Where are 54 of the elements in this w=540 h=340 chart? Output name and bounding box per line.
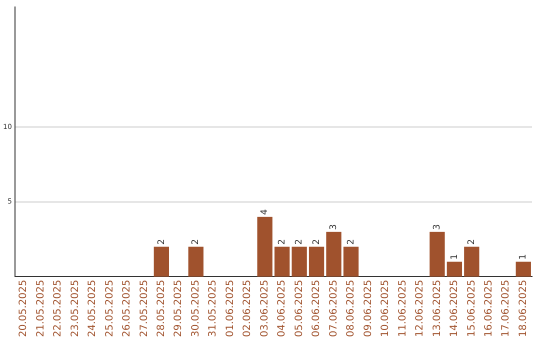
x-tick-label: 09.06.2025 bbox=[362, 280, 374, 338]
data-label: 3 bbox=[329, 224, 340, 230]
data-label: 2 bbox=[277, 239, 288, 245]
data-label: 3 bbox=[432, 224, 443, 230]
bar bbox=[516, 262, 531, 277]
bar bbox=[430, 232, 445, 277]
x-tick-label: 16.06.2025 bbox=[484, 280, 495, 338]
x-tick-label: 27.05.2025 bbox=[138, 280, 150, 338]
data-label: 4 bbox=[260, 208, 270, 215]
data-label: 2 bbox=[346, 239, 356, 245]
x-tick-label: 06.06.2025 bbox=[311, 280, 322, 338]
x-tick-label: 21.05.2025 bbox=[35, 280, 46, 338]
data-label: 2 bbox=[156, 239, 167, 245]
bar bbox=[274, 246, 290, 277]
data-label: 2 bbox=[191, 239, 202, 245]
data-label: 1 bbox=[518, 254, 529, 260]
x-tick-label: 12.06.2025 bbox=[414, 280, 426, 338]
x-tick-label: 17.06.2025 bbox=[500, 280, 512, 338]
bar bbox=[326, 232, 342, 277]
x-tick-label: 11.06.2025 bbox=[397, 280, 408, 338]
x-tick-label: 25.05.2025 bbox=[104, 280, 116, 338]
x-tick-label: 15.06.2025 bbox=[466, 280, 478, 338]
x-tick-label: 14.06.2025 bbox=[449, 280, 460, 338]
x-tick-label: 28.05.2025 bbox=[156, 280, 168, 338]
x-tick-label: 04.06.2025 bbox=[276, 280, 288, 338]
bar bbox=[188, 246, 204, 277]
x-tick-label: 18.06.2025 bbox=[518, 280, 529, 338]
x-tick-label: 08.06.2025 bbox=[346, 280, 357, 338]
x-tick-label: 07.06.2025 bbox=[328, 280, 340, 338]
bar bbox=[308, 246, 324, 277]
bar bbox=[257, 216, 272, 277]
data-label: 2 bbox=[294, 239, 305, 245]
x-tick-label: 24.05.2025 bbox=[87, 280, 98, 338]
x-tick-label: 31.05.2025 bbox=[208, 280, 219, 338]
data-label: 1 bbox=[450, 254, 460, 260]
x-tick-label: 29.05.2025 bbox=[173, 280, 184, 338]
bar bbox=[446, 262, 462, 277]
x-tick-label: 10.06.2025 bbox=[380, 280, 392, 338]
x-tick-label: 03.06.2025 bbox=[259, 280, 270, 338]
x-tick-label: 05.06.2025 bbox=[294, 280, 305, 338]
x-tick-label: 20.05.2025 bbox=[18, 280, 30, 338]
x-tick-label: 13.06.2025 bbox=[432, 280, 443, 338]
bar bbox=[464, 246, 480, 277]
data-label: 2 bbox=[312, 239, 322, 245]
x-tick-label: 30.05.2025 bbox=[190, 280, 202, 338]
x-tick-label: 22.05.2025 bbox=[52, 280, 64, 338]
x-tick-label: 23.05.2025 bbox=[70, 280, 81, 338]
bar bbox=[343, 246, 359, 277]
bar bbox=[292, 246, 307, 277]
data-label: 2 bbox=[467, 239, 478, 245]
x-tick-label: 01.06.2025 bbox=[224, 280, 236, 338]
bar bbox=[154, 246, 169, 277]
x-tick-label: 26.05.2025 bbox=[122, 280, 133, 338]
x-tick-label: 02.06.2025 bbox=[242, 280, 254, 338]
